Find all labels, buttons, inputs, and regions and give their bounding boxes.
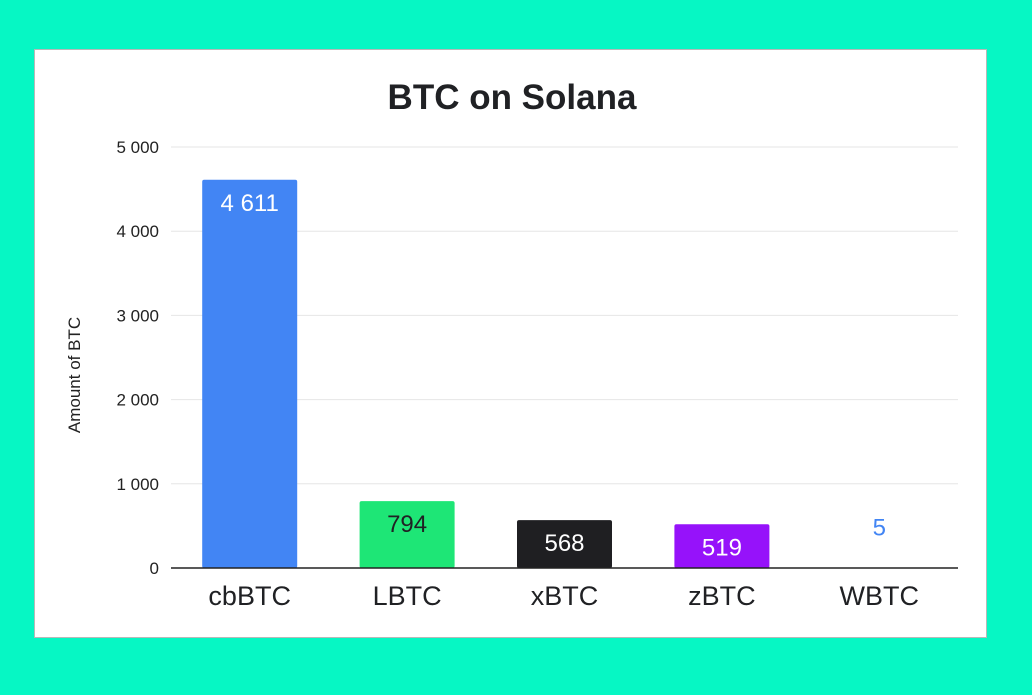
x-tick-label: cbBTC <box>208 581 291 611</box>
x-tick-label: LBTC <box>373 581 442 611</box>
bar-cbbtc <box>202 179 298 569</box>
y-axis-label: Amount of BTC <box>65 317 84 433</box>
x-tick-label: xBTC <box>531 581 599 611</box>
data-labels: 4 611 794 568 519 5 <box>221 190 886 562</box>
data-label: 519 <box>702 534 742 561</box>
bar-zbtc <box>674 524 770 568</box>
y-tick-label: 0 <box>150 559 159 578</box>
bar-chart: BTC on Solana Amount of BTC 0 1 000 2 000 3… <box>65 78 958 611</box>
data-label: 794 <box>387 511 427 538</box>
chart-title: BTC on Solana <box>388 78 637 117</box>
bar-lbtc <box>359 501 455 568</box>
y-tick-label: 4 000 <box>116 222 159 241</box>
x-axis-ticks: cbBTC LBTC xBTC zBTC WBTC <box>208 581 919 611</box>
x-tick-label: WBTC <box>840 581 919 611</box>
y-tick-label: 5 000 <box>116 138 159 157</box>
y-tick-label: 2 000 <box>116 391 159 410</box>
gridlines <box>171 146 958 485</box>
data-label: 568 <box>544 530 584 557</box>
x-tick-label: zBTC <box>688 581 756 611</box>
y-axis-ticks: 0 1 000 2 000 3 000 4 000 5 000 <box>116 138 159 578</box>
chart-card: BTC on Solana Amount of BTC 0 1 000 2 000 3… <box>34 49 987 638</box>
data-label: 4 611 <box>221 190 279 217</box>
data-label: 5 <box>873 515 886 542</box>
bar-xbtc <box>517 520 612 568</box>
y-tick-label: 1 000 <box>116 475 159 494</box>
bars <box>202 179 927 569</box>
y-tick-label: 3 000 <box>116 306 159 325</box>
